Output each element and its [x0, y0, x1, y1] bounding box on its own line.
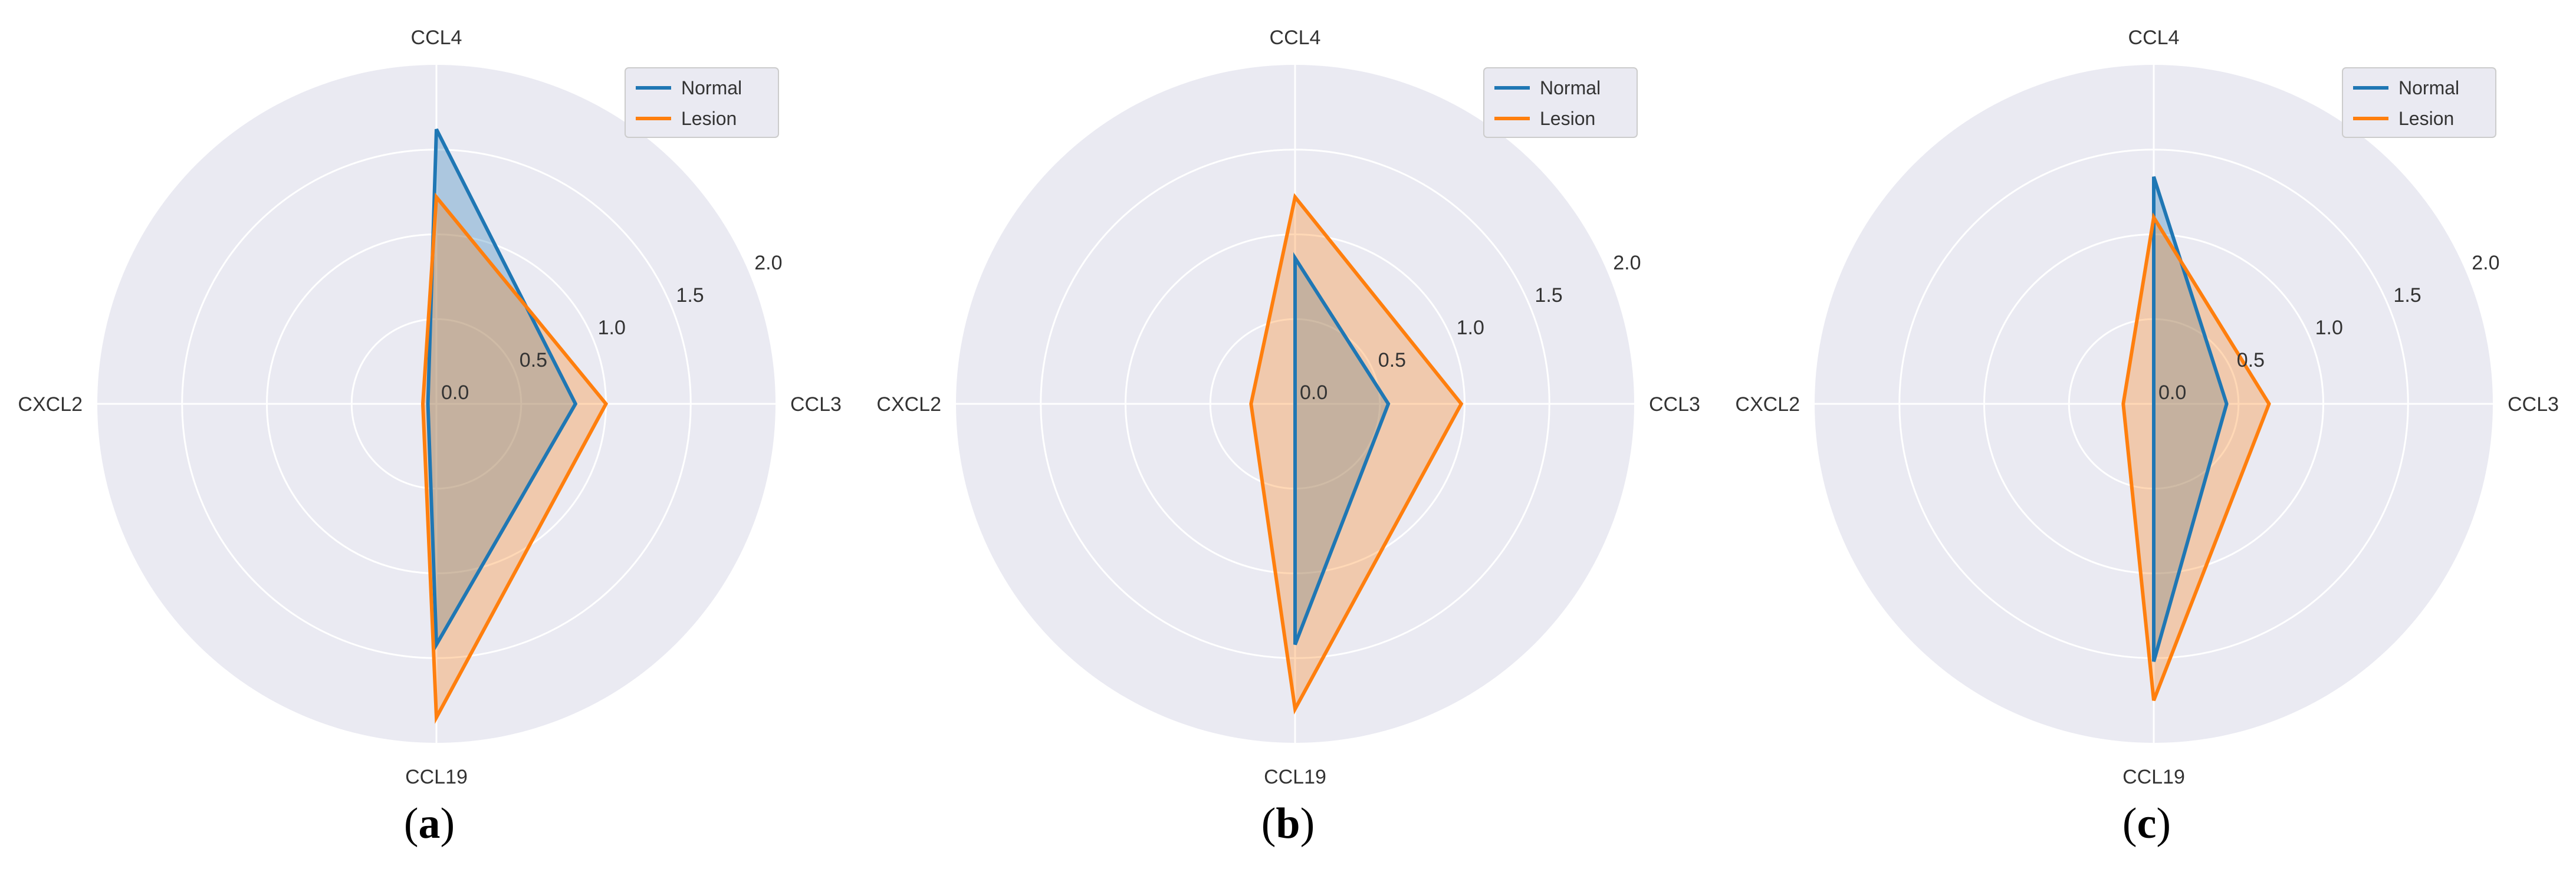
axis-label-ccl4: CCL4	[411, 27, 462, 49]
radar-chart-b: 0.0 0.5 1.0 1.5 2.0 CCL3 CCL4 CXCL2 CCL19 Normal L…	[876, 27, 1700, 788]
caption-b-open: (	[1261, 799, 1276, 848]
radial-tick-label: 0.5	[2237, 349, 2265, 371]
panel-a: 0.0 0.5 1.0 1.5 2.0 CCL3 CCL4 CXCL2 CCL19 Normal L…	[0, 0, 859, 882]
radial-tick-label: 1.0	[1457, 317, 1484, 339]
caption-b-close: )	[1300, 799, 1315, 848]
axis-label-ccl19: CCL19	[405, 766, 468, 788]
series-fill-lesion	[1251, 197, 1461, 709]
caption-a-open: (	[403, 799, 419, 848]
series-line-lesion	[1249, 193, 1464, 715]
caption-a-close: )	[440, 799, 455, 848]
axis-label-ccl4: CCL4	[1270, 27, 1321, 49]
radial-tick-label: 2.0	[754, 252, 782, 274]
radial-tick-label: 0.5	[520, 349, 547, 371]
radial-tick-label: 2.0	[1613, 252, 1641, 274]
caption-c-letter: c	[2137, 799, 2157, 848]
radial-tick-label: 1.0	[598, 317, 626, 339]
caption-c: (c)	[1717, 799, 2576, 849]
radial-tick-label: 1.5	[2393, 284, 2421, 307]
caption-c-open: (	[2122, 799, 2137, 848]
legend-label-lesion: Lesion	[2398, 108, 2454, 129]
legend: Normal Lesion	[1483, 67, 1638, 138]
series-fill-normal	[428, 129, 576, 645]
series-line-normal	[1293, 252, 1391, 646]
axis-label-ccl19: CCL19	[1264, 766, 1326, 788]
radial-tick-label: 1.0	[2315, 317, 2343, 339]
radial-tick-label: 2.0	[2472, 252, 2499, 274]
axis-label-ccl19: CCL19	[2122, 766, 2185, 788]
series-line-lesion	[420, 192, 609, 724]
legend: Normal Lesion	[625, 67, 779, 138]
panel-b: 0.0 0.5 1.0 1.5 2.0 CCL3 CCL4 CXCL2 CCL19 Normal L…	[859, 0, 1717, 882]
axis-label-ccl3: CCL3	[1649, 393, 1700, 416]
radial-tick-label: 1.5	[676, 284, 704, 307]
axis-label-ccl3: CCL3	[2508, 393, 2559, 416]
series-fill-normal	[2154, 176, 2227, 662]
series-line-lesion	[2121, 212, 2271, 702]
caption-c-close: )	[2156, 799, 2171, 848]
radial-tick-label: 0.0	[2158, 381, 2186, 404]
radar-chart-c: 0.0 0.5 1.0 1.5 2.0 CCL3 CCL4 CXCL2 CCL19 Normal L…	[1735, 27, 2559, 788]
legend-label-lesion: Lesion	[1540, 108, 1595, 129]
series-line-normal	[426, 128, 578, 651]
caption-b: (b)	[859, 799, 1717, 849]
series-fill-lesion	[2123, 217, 2269, 701]
radial-tick-label: 0.0	[1300, 381, 1328, 404]
radial-tick-label: 1.5	[1535, 284, 1562, 307]
panel-c: 0.0 0.5 1.0 1.5 2.0 CCL3 CCL4 CXCL2 CCL19 Normal L…	[1717, 0, 2576, 882]
caption-b-letter: b	[1276, 799, 1300, 848]
series-fill-normal	[1295, 258, 1389, 645]
legend: Normal Lesion	[2342, 67, 2496, 138]
radial-tick-label: 0.5	[1378, 349, 1406, 371]
radar-chart-a: 0.0 0.5 1.0 1.5 2.0 CCL3 CCL4 CXCL2 CCL19 Normal L…	[18, 27, 842, 788]
legend-label-normal: Normal	[2398, 77, 2459, 98]
legend-label-normal: Normal	[1540, 77, 1601, 98]
axis-label-ccl4: CCL4	[2128, 27, 2180, 49]
caption-a-letter: a	[418, 799, 441, 848]
axis-label-ccl3: CCL3	[790, 393, 842, 416]
axis-label-cxcl2: CXCL2	[18, 393, 83, 416]
axis-label-cxcl2: CXCL2	[1735, 393, 1800, 416]
radial-tick-label: 0.0	[441, 381, 469, 404]
caption-a: (a)	[0, 799, 859, 849]
axis-label-cxcl2: CXCL2	[876, 393, 941, 416]
legend-label-normal: Normal	[681, 77, 742, 98]
legend-label-lesion: Lesion	[681, 108, 737, 129]
series-line-normal	[2152, 176, 2229, 662]
